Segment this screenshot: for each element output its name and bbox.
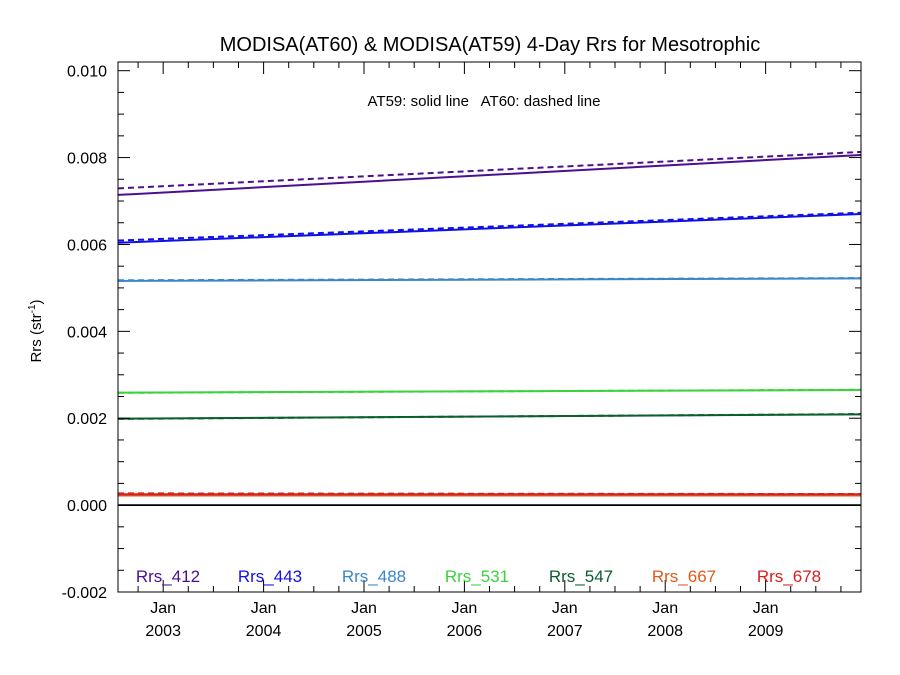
x-tick-label-month: Jan: [251, 600, 277, 617]
x-tick-label-month: Jan: [753, 600, 779, 617]
legend-label-rrs-443: Rrs_443: [238, 567, 302, 586]
y-tick-label: 0.006: [67, 237, 107, 254]
y-axis-label-main: Rrs (str: [28, 313, 45, 362]
series-line-at60-rrs-488: [117, 277, 862, 282]
legend-label-rrs-547: Rrs_547: [549, 567, 613, 586]
y-axis-label: Rrs (str-1): [27, 299, 45, 362]
series-line-at60-rrs-547: [117, 413, 862, 420]
series-line-at60-rrs-443: [117, 211, 862, 242]
y-tick-label: 0.008: [67, 151, 107, 168]
x-tick-label-month: Jan: [150, 600, 176, 617]
series-line-at60-rrs-531: [117, 388, 862, 394]
x-tick-label-year: 2006: [447, 623, 483, 640]
x-tick-label-month: Jan: [351, 600, 377, 617]
y-axis-label-close: ): [28, 299, 45, 304]
legend-label-rrs-412: Rrs_412: [136, 567, 200, 586]
x-tick-label-year: 2005: [346, 623, 382, 640]
x-tick-label-month: Jan: [552, 600, 578, 617]
legend-label-rrs-531: Rrs_531: [445, 567, 509, 586]
plot-frame: [117, 61, 862, 593]
series-line-at59-rrs-443: [117, 213, 862, 244]
series-line-at59-rrs-412: [117, 153, 862, 196]
x-tick-label-year: 2008: [647, 623, 683, 640]
x-tick-label-year: 2003: [145, 623, 181, 640]
legend-label-rrs-667: Rrs_667: [652, 567, 716, 586]
x-tick-label-year: 2004: [246, 623, 282, 640]
line-style-annotation: AT59: solid line AT60: dashed line: [368, 93, 601, 110]
x-tick-label-year: 2009: [748, 623, 784, 640]
y-tick-label: -0.002: [62, 585, 107, 602]
plot-area: -0.002 0.000 0.002 0.004 0.006 0.008 0.010 Jan 2…: [62, 61, 862, 640]
y-tick-label: 0.010: [67, 64, 107, 81]
series-line-at60-rrs-412: [117, 150, 862, 190]
x-tick-label-month: Jan: [452, 600, 478, 617]
svg-text:Rrs (str-1): Rrs (str-1): [27, 299, 45, 362]
legend-label-rrs-678: Rrs_678: [757, 567, 821, 586]
y-tick-label: 0.004: [67, 324, 107, 341]
legend-label-rrs-488: Rrs_488: [342, 567, 406, 586]
x-tick-label-year: 2007: [547, 623, 583, 640]
y-tick-label: 0.002: [67, 411, 107, 428]
series-line-at60-rrs-678: [117, 492, 862, 496]
x-tick-label-month: Jan: [652, 600, 678, 617]
y-tick-label: 0.000: [67, 498, 107, 515]
chart-title: MODISA(AT60) & MODISA(AT59) 4-Day Rrs fo…: [220, 34, 760, 56]
y-axis-label-superscript: -1: [27, 304, 38, 313]
